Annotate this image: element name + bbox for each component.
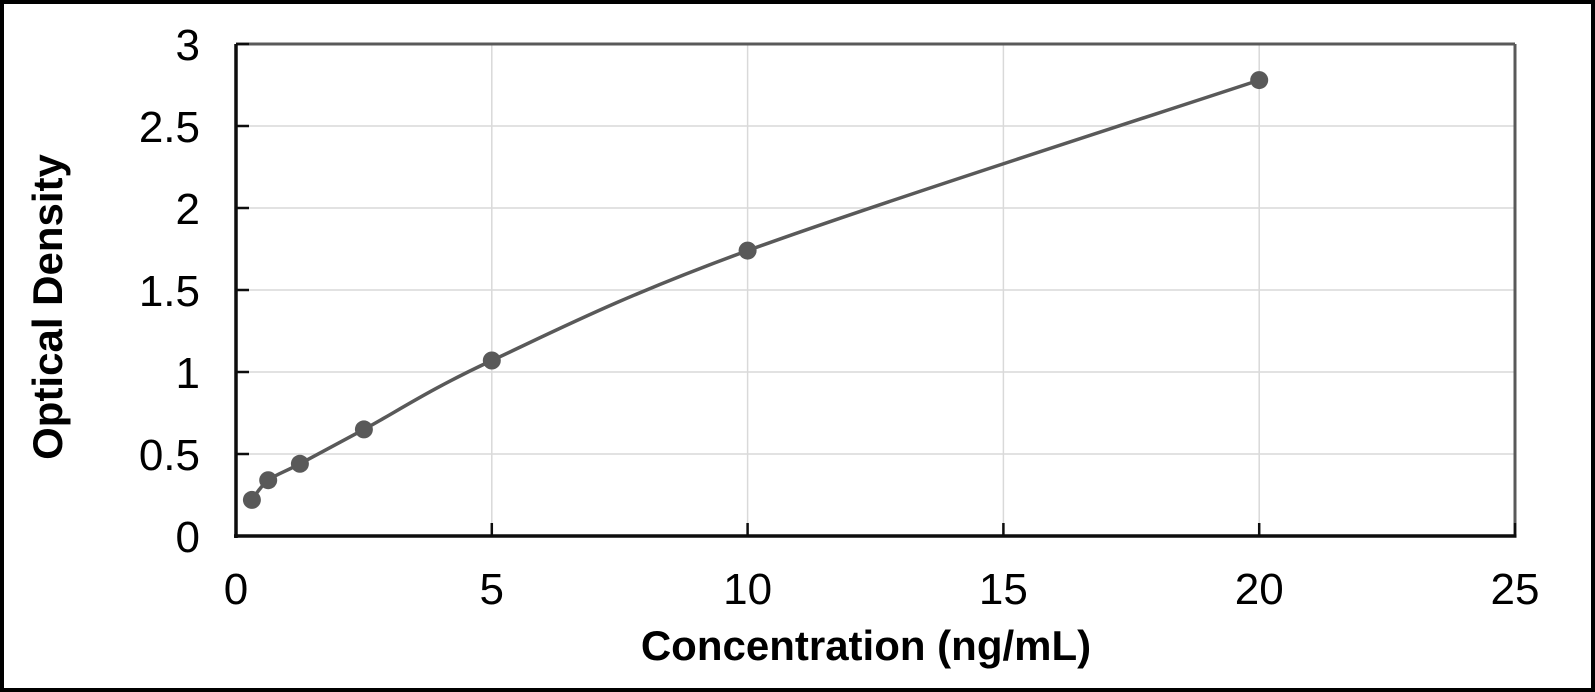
data-point-marker (242, 490, 261, 509)
x-tick-label: 15 (979, 565, 1028, 614)
y-tick-label: 3 (176, 21, 200, 70)
x-tick-label: 20 (1235, 565, 1284, 614)
standard-curve-chart: 0 5 10 15 20 25 0 0.5 1 1.5 2 2.5 3 Concentration (… (24, 21, 1540, 669)
gridlines (236, 43, 1516, 536)
data-point-marker (1250, 71, 1269, 90)
data-point-marker (259, 471, 278, 490)
x-tick-label: 10 (723, 565, 772, 614)
y-tick-label: 2.5 (139, 103, 200, 152)
data-point-marker (482, 351, 501, 370)
y-tick-label: 2 (176, 185, 200, 234)
y-axis-title: Optical Density (24, 153, 71, 459)
axis-ticks (234, 42, 1517, 538)
y-tick-label: 1.5 (139, 267, 200, 316)
data-points (242, 71, 1269, 509)
x-tick-label: 5 (480, 565, 504, 614)
x-tick-label: 25 (1491, 565, 1540, 614)
x-axis-title: Concentration (ng/mL) (641, 622, 1091, 669)
x-tick-label: 0 (224, 565, 248, 614)
y-tick-label: 1 (176, 349, 200, 398)
data-point-marker (290, 454, 309, 473)
data-point-marker (738, 241, 757, 260)
x-tick-labels: 0 5 10 15 20 25 (224, 565, 1540, 614)
y-tick-labels: 0 0.5 1 1.5 2 2.5 3 (139, 21, 200, 562)
data-point-marker (354, 420, 373, 439)
y-tick-label: 0.5 (139, 431, 200, 480)
y-tick-label: 0 (176, 513, 200, 562)
axes (234, 42, 1517, 538)
